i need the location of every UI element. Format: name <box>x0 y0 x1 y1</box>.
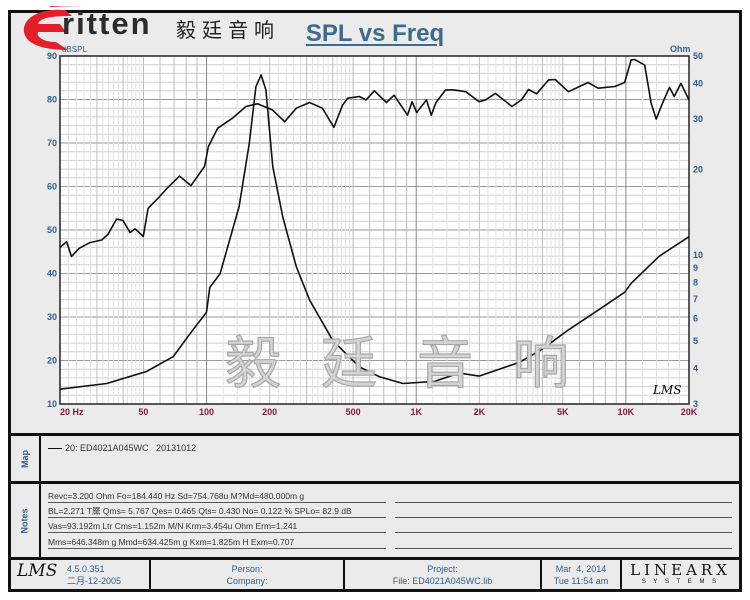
linearx-logo: LINEARX S Y S T E M S <box>622 560 739 590</box>
y-tick-label: 60 <box>47 182 57 192</box>
plot-border <box>59 55 690 405</box>
y2-tick-label: 5 <box>693 336 698 346</box>
company-label: Company: <box>226 576 268 586</box>
watermark: 毅廷音响 <box>224 332 609 397</box>
note-line: Revc=3.200 Ohm Fo=184.440 Hz Sd=754.768u… <box>48 491 386 503</box>
divider <box>8 433 742 436</box>
y-tick-label: 30 <box>47 312 57 322</box>
spl-curve <box>59 58 690 258</box>
note-blank-line <box>395 491 732 503</box>
x-tick-label: 100 <box>199 407 214 417</box>
time-text: Tue 11:54 am <box>553 576 609 586</box>
y2-tick-label: 8 <box>693 278 698 288</box>
y2-axis-label: Ohm <box>670 44 691 54</box>
x-tick-label: 1K <box>410 407 422 417</box>
map-label: Map <box>20 450 30 468</box>
spl-impedance-plot: 10 20 30 40 50 60 70 80 90 50 40 30 20 10 9 8 7 6 5 4 3 20 Hz… <box>47 51 703 417</box>
y2-tick-label: 30 <box>693 114 703 124</box>
y2-tick-label: 40 <box>693 79 703 89</box>
x-tick-label: 20 Hz <box>60 407 84 417</box>
y-tick-label: 10 <box>47 399 57 409</box>
logo-chinese-text: 毅廷音响 <box>176 18 280 42</box>
map-legend-entry: 20: ED4021A045WC 20131012 <box>48 443 196 453</box>
y2-tick-label: 6 <box>693 313 698 323</box>
x-tick-label: 5K <box>557 407 569 417</box>
legend-line-icon <box>48 447 62 449</box>
note-blank-line <box>395 537 732 549</box>
notes-section-label: Notes <box>11 484 41 558</box>
y-tick-label: 50 <box>47 225 57 235</box>
y2-tick-label: 7 <box>693 294 698 304</box>
logo-brand-text: ritten <box>62 6 152 41</box>
brand-subtext: S Y S T E M S <box>641 579 720 585</box>
footer-person-cell: Person: Company: <box>151 560 345 590</box>
map-section-label: Map <box>11 436 41 482</box>
note-line: BL=2.271 T黡 Qms= 5.767 Qes= 0.465 Qts= 0… <box>48 506 386 518</box>
footer-project-cell: Project: File: ED4021A045WC.lib <box>345 560 542 590</box>
note-blank-line <box>395 506 732 518</box>
impedance-curve <box>59 74 690 390</box>
x-tick-label: 2K <box>474 407 486 417</box>
y2-tick-label: 4 <box>693 363 698 373</box>
notes-label: Notes <box>19 508 30 534</box>
project-label: Project: <box>427 564 458 574</box>
legend-text: 20: ED4021A045WC 20131012 <box>65 443 197 453</box>
y-axis-label: dBSPL <box>62 45 87 54</box>
y-tick-label: 20 <box>47 356 57 366</box>
x-tick-label: 20K <box>681 407 698 417</box>
y2-tick-label: 9 <box>693 263 698 273</box>
footer-date-cell: Mar 4, 2014 Tue 11:54 am <box>542 560 622 590</box>
y-tick-label: 80 <box>47 95 57 105</box>
version-text: 4.5.0.351 <box>67 564 105 574</box>
note-blank-line <box>395 521 732 533</box>
x-tick-label: 500 <box>346 407 361 417</box>
divider <box>8 557 742 560</box>
divider <box>8 481 742 484</box>
brand-text: LINEARX <box>630 561 731 579</box>
file-name: File: ED4021A045WC.lib <box>392 576 493 586</box>
y2-tick-label: 3 <box>693 399 698 409</box>
x-tick-label: 200 <box>262 407 277 417</box>
lms-plot-mark: LMS <box>653 383 682 397</box>
version-date: 二月-12-2005 <box>67 576 122 586</box>
y-tick-label: 90 <box>47 51 57 61</box>
y2-tick-label: 10 <box>693 250 703 260</box>
person-label: Person: <box>231 564 263 574</box>
y2-tick-label: 50 <box>693 51 703 61</box>
y-tick-label: 40 <box>47 269 57 279</box>
footer-version-cell: LMS 4.5.0.351 二月-12-2005 <box>11 560 151 590</box>
lms-logo: LMS <box>17 561 58 581</box>
note-line: Vas=93.192m Ltr Cms=1.152m M/N Krm=3.454… <box>48 521 386 533</box>
x-tick-label: 50 <box>138 407 148 417</box>
y-tick-label: 70 <box>47 138 57 148</box>
y2-tick-label: 20 <box>693 164 703 174</box>
x-tick-label: 10K <box>618 407 635 417</box>
note-line: Mms=646.348m g Mmd=634.425m g Kxm=1.825m… <box>48 537 386 549</box>
chart-title: SPL vs Freq <box>305 20 445 47</box>
date-text: Mar 4, 2014 <box>555 564 607 574</box>
